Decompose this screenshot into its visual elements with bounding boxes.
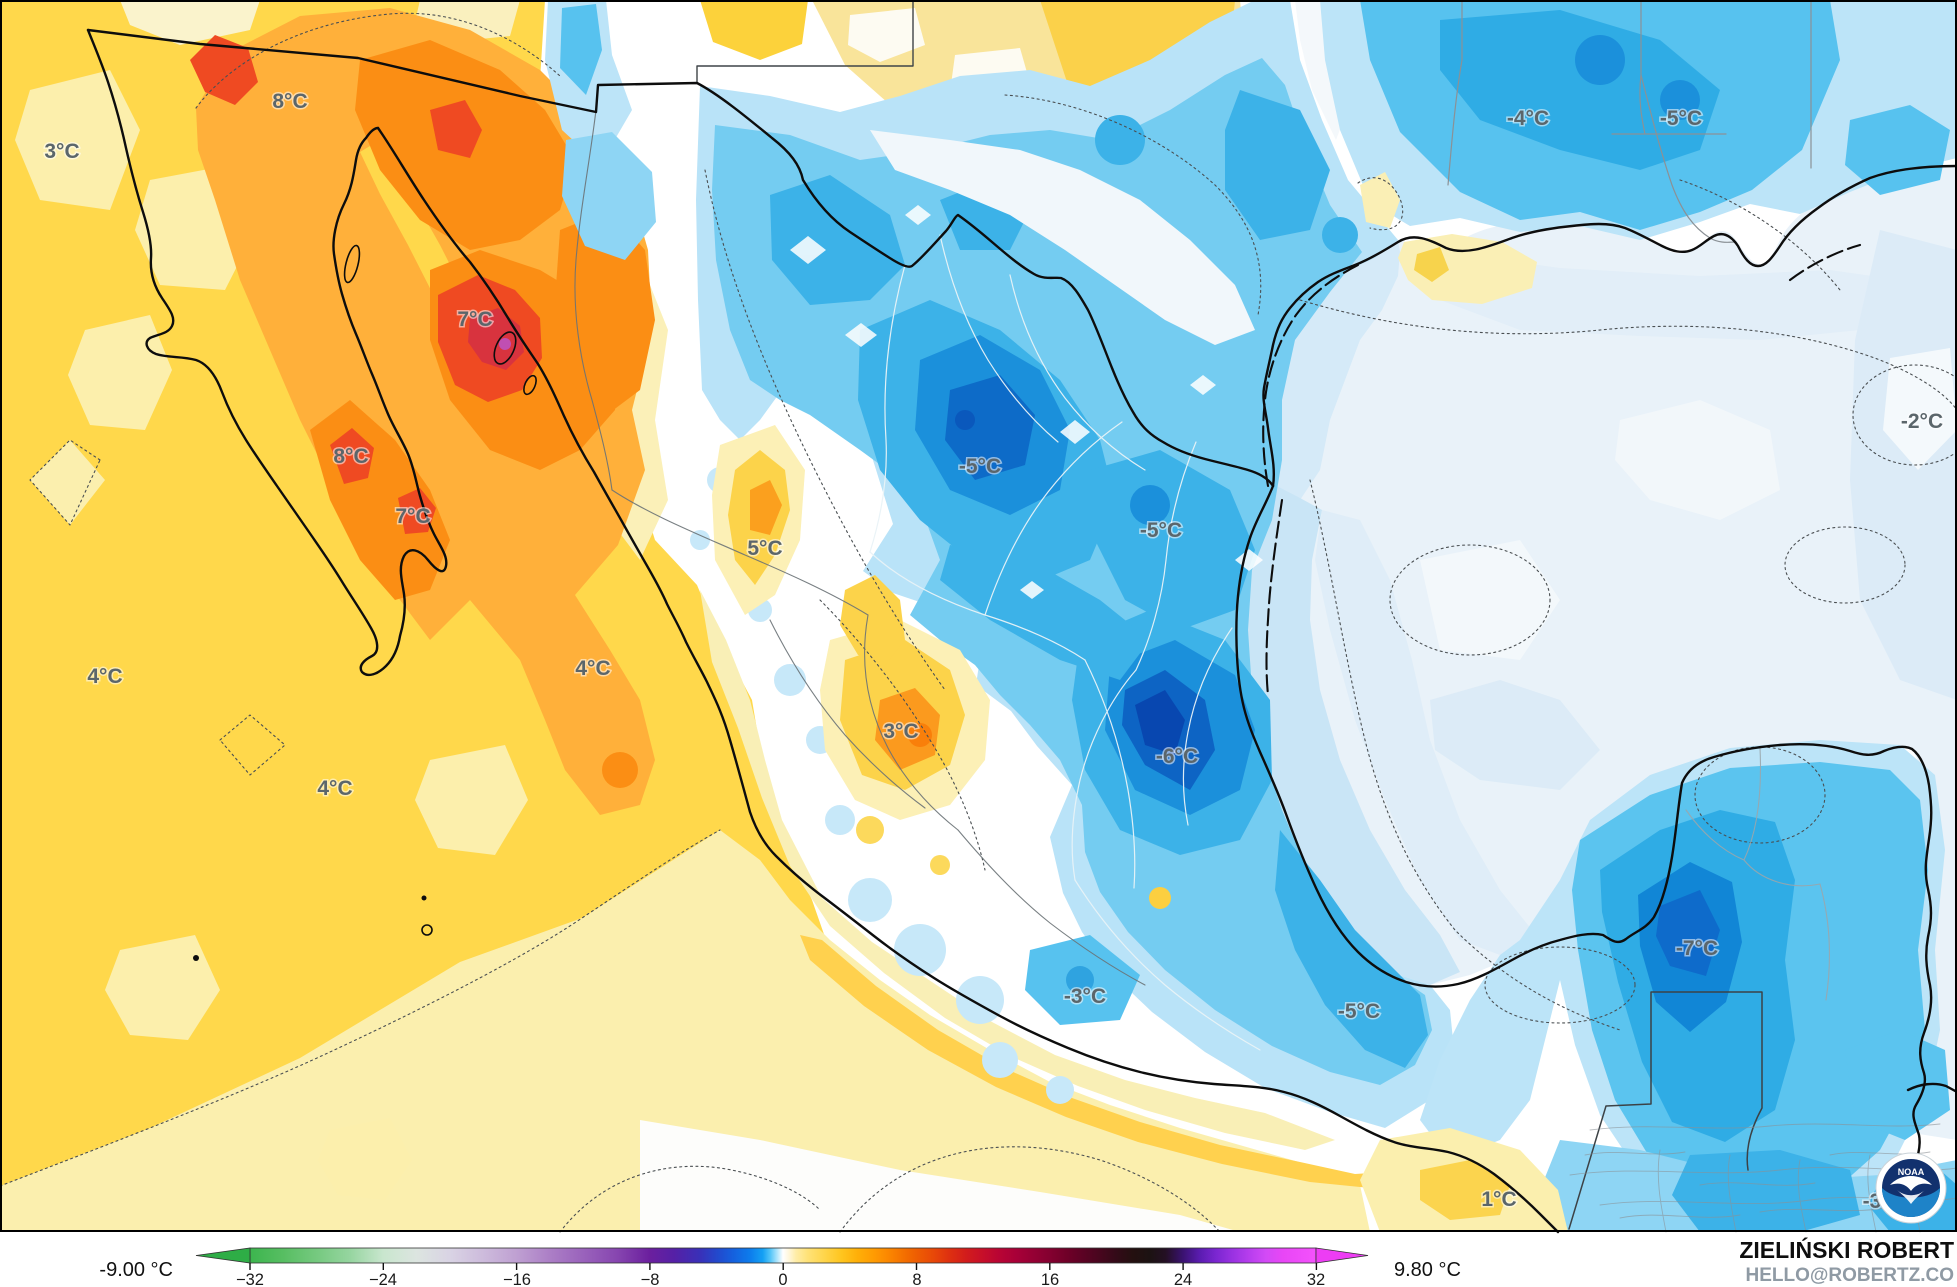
svg-text:-3°C: -3°C [1064,985,1106,1008]
svg-text:3°C: 3°C [883,720,918,743]
svg-text:−32: −32 [236,1271,264,1287]
svg-text:-2°C: -2°C [1901,410,1943,433]
svg-text:-5°C: -5°C [1338,1000,1380,1023]
svg-text:NOAA: NOAA [1898,1167,1925,1177]
svg-text:7°C: 7°C [457,308,492,331]
svg-text:1°C: 1°C [1481,1188,1516,1211]
svg-text:−24: −24 [369,1271,397,1287]
svg-text:5°C: 5°C [747,537,782,560]
svg-text:8: 8 [912,1271,921,1287]
svg-text:-7°C: -7°C [1676,937,1718,960]
svg-text:8°C: 8°C [333,445,368,468]
svg-text:−16: −16 [503,1271,531,1287]
svg-text:-4°C: -4°C [1507,107,1549,130]
svg-text:-5°C: -5°C [959,455,1001,478]
svg-text:3°C: 3°C [44,140,79,163]
svg-text:ZIELIŃSKI ROBERT: ZIELIŃSKI ROBERT [1739,1236,1954,1263]
svg-text:HELLO@ROBERTZ.CO: HELLO@ROBERTZ.CO [1745,1265,1954,1286]
svg-text:-5°C: -5°C [1140,519,1182,542]
svg-text:-6°C: -6°C [1156,745,1198,768]
svg-text:-5°C: -5°C [1660,107,1702,130]
svg-text:9.80 °C: 9.80 °C [1394,1259,1461,1281]
svg-text:16: 16 [1041,1271,1059,1287]
svg-text:32: 32 [1307,1271,1325,1287]
svg-text:24: 24 [1174,1271,1192,1287]
svg-text:4°C: 4°C [317,777,352,800]
svg-text:8°C: 8°C [272,90,307,113]
svg-text:−8: −8 [641,1271,660,1287]
svg-text:0: 0 [778,1271,787,1287]
svg-text:-9.00 °C: -9.00 °C [99,1259,173,1281]
svg-text:7°C: 7°C [395,505,430,528]
svg-text:4°C: 4°C [575,657,610,680]
svg-text:4°C: 4°C [87,665,122,688]
